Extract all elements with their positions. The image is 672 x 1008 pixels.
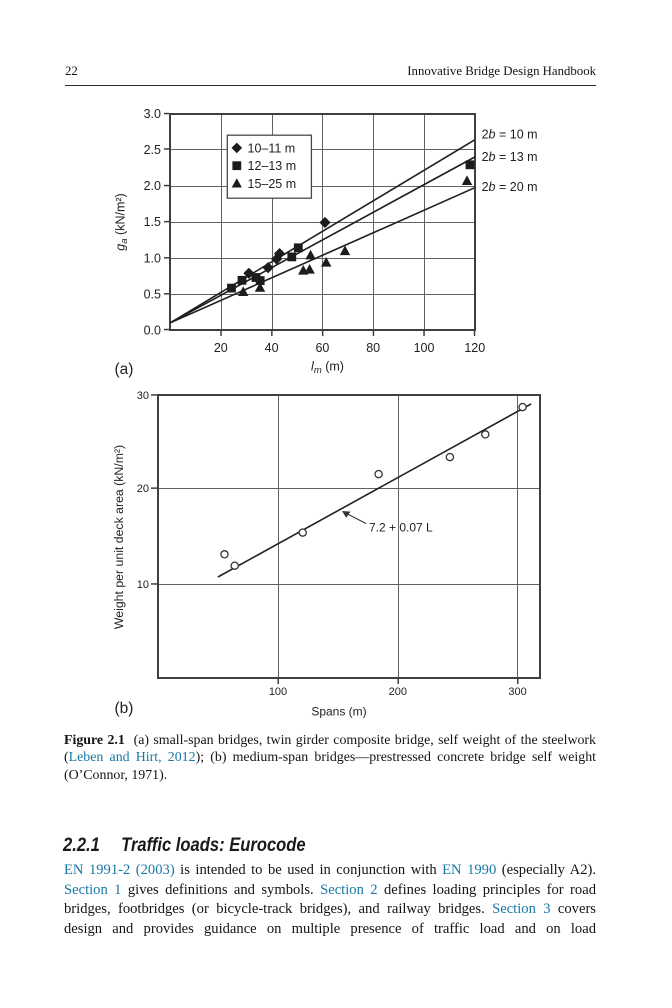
svg-text:120: 120 bbox=[464, 341, 485, 355]
svg-text:(a): (a) bbox=[115, 361, 134, 378]
svg-text:lm (m): lm (m) bbox=[311, 360, 344, 377]
svg-text:100: 100 bbox=[269, 686, 287, 698]
svg-text:7.2 + 0.07 L: 7.2 + 0.07 L bbox=[369, 521, 433, 535]
svg-text:2b = 13 m: 2b = 13 m bbox=[482, 150, 538, 164]
svg-text:0.5: 0.5 bbox=[144, 287, 161, 301]
svg-text:1.0: 1.0 bbox=[144, 251, 161, 265]
svg-text:60: 60 bbox=[315, 341, 329, 355]
svg-text:2.0: 2.0 bbox=[144, 179, 161, 193]
svg-text:300: 300 bbox=[508, 686, 526, 698]
svg-text:2b = 20 m: 2b = 20 m bbox=[482, 180, 538, 194]
svg-text:40: 40 bbox=[265, 341, 279, 355]
svg-text:2b = 10 m: 2b = 10 m bbox=[482, 127, 538, 141]
svg-text:80: 80 bbox=[366, 341, 380, 355]
svg-text:2.5: 2.5 bbox=[144, 143, 161, 157]
svg-text:200: 200 bbox=[389, 686, 407, 698]
svg-text:Spans (m): Spans (m) bbox=[311, 705, 366, 719]
svg-text:ga (kN/m²): ga (kN/m²) bbox=[114, 193, 131, 250]
svg-text:10: 10 bbox=[137, 579, 149, 591]
svg-text:Weight per unit deck area (kN/: Weight per unit deck area (kN/m²) bbox=[112, 445, 126, 629]
svg-text:30: 30 bbox=[137, 390, 149, 402]
svg-text:(b): (b) bbox=[115, 700, 134, 717]
svg-text:12–13 m: 12–13 m bbox=[248, 159, 297, 173]
svg-text:100: 100 bbox=[414, 341, 435, 355]
svg-text:0.0: 0.0 bbox=[144, 324, 161, 338]
svg-text:3.0: 3.0 bbox=[144, 107, 161, 121]
svg-text:15–25 m: 15–25 m bbox=[248, 177, 297, 191]
svg-text:10–11 m: 10–11 m bbox=[248, 141, 296, 155]
svg-text:20: 20 bbox=[214, 341, 228, 355]
svg-text:1.5: 1.5 bbox=[144, 215, 161, 229]
svg-text:20: 20 bbox=[137, 483, 149, 495]
